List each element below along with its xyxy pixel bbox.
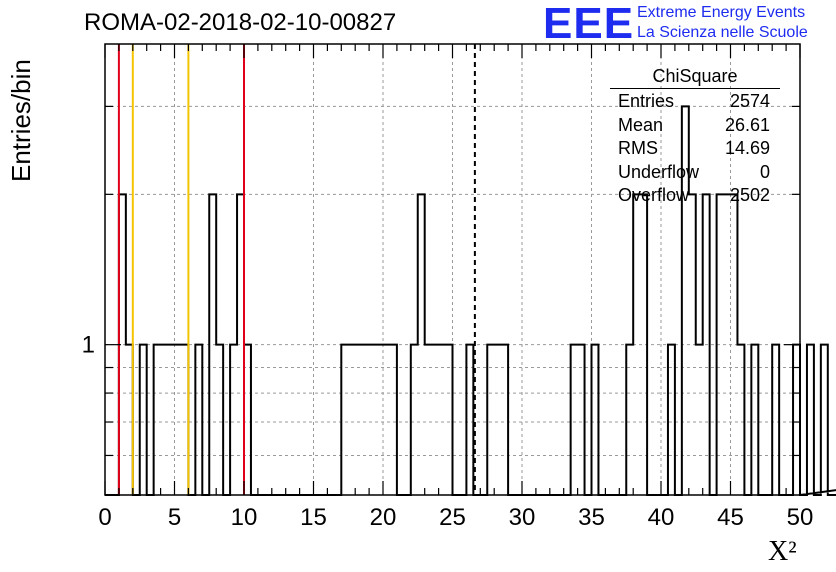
brand-line-1: Extreme Energy Events bbox=[637, 4, 806, 21]
x-tick-label: 45 bbox=[717, 504, 744, 531]
y-tick-label: 1 bbox=[82, 332, 95, 359]
axes-frame bbox=[104, 43, 801, 496]
x-tick-label: 15 bbox=[300, 504, 327, 531]
histogram-bin bbox=[807, 345, 814, 495]
histogram-layer bbox=[105, 105, 836, 496]
tick-labels: 0 5 10 15 20 25 30 35 40 45 50 1 bbox=[82, 332, 814, 531]
x-tick-label: 35 bbox=[578, 504, 605, 531]
stats-label: Overflow bbox=[618, 185, 690, 205]
x-tick-label: 0 bbox=[98, 504, 111, 531]
stats-row: Underflow 0 bbox=[610, 162, 780, 186]
x-tick-label: 5 bbox=[168, 504, 181, 531]
histogram-outline bbox=[105, 105, 836, 496]
brand-line-2: La Scienza nelle Scuole bbox=[637, 24, 808, 41]
x-tick-label: 25 bbox=[439, 504, 466, 531]
stats-label: Mean bbox=[618, 114, 664, 135]
stats-row: Overflow 2502 bbox=[610, 185, 780, 209]
stats-label: RMS bbox=[618, 138, 658, 158]
x-axis-label: X² bbox=[768, 536, 797, 567]
stats-row: RMS 14.69 bbox=[610, 138, 780, 162]
x-tick-label: 30 bbox=[509, 504, 536, 531]
stats-box-title: ChiSquare bbox=[610, 66, 780, 89]
eee-logo: EEE bbox=[543, 0, 635, 48]
stats-row: Entries 2574 bbox=[610, 91, 780, 115]
x-tick-label: 50 bbox=[787, 504, 814, 531]
stats-value: 26.61 bbox=[724, 114, 770, 135]
stats-value: 0 bbox=[759, 161, 770, 182]
stats-label: Entries bbox=[618, 91, 675, 111]
stats-label: Underflow bbox=[618, 161, 700, 182]
y-axis-label: Entries/bin bbox=[6, 59, 36, 182]
stats-row: Mean 26.61 bbox=[610, 115, 780, 139]
x-tick-label: 40 bbox=[648, 504, 675, 531]
stats-value: 2502 bbox=[729, 185, 770, 205]
x-tick-label: 20 bbox=[370, 504, 397, 531]
stats-box: ChiSquare Entries 2574 Mean 26.61 RMS 14… bbox=[610, 66, 780, 209]
x-tick-label: 10 bbox=[231, 504, 258, 531]
chart-title: ROMA-02-2018-02-10-00827 bbox=[84, 9, 397, 36]
histogram-bin bbox=[821, 345, 828, 495]
stats-value: 2574 bbox=[729, 91, 770, 111]
marker-lines bbox=[117, 44, 476, 495]
stats-value: 14.69 bbox=[724, 138, 770, 158]
